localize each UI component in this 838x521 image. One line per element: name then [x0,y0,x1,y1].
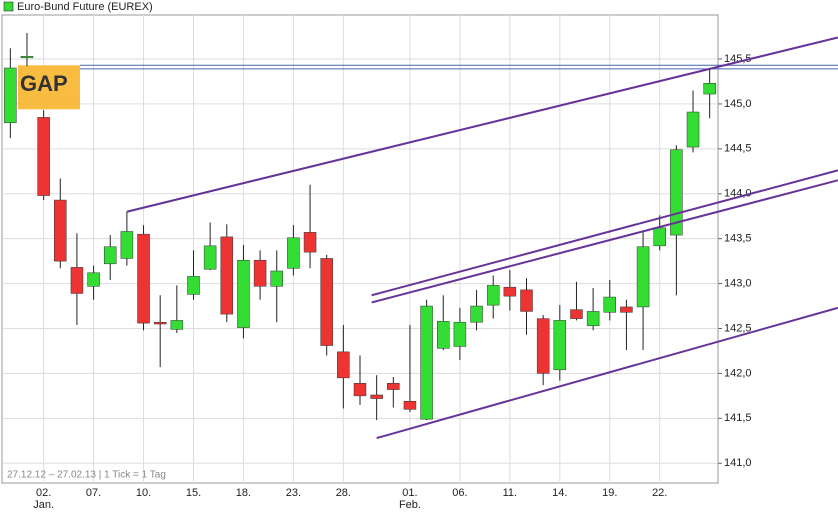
candle-body [170,320,184,330]
candle-body [320,258,333,346]
candle-body [653,227,666,247]
candle-body [303,232,317,253]
y-tick-label: 144,5 [724,143,752,155]
candle-body [153,321,167,325]
candle-body [287,237,300,269]
y-tick-label: 144,0 [724,188,752,200]
x-tick-label: 28. [336,487,351,499]
legend-swatch [3,1,14,12]
candle-body [137,233,150,324]
x-tick-label: 15. [186,487,201,499]
y-tick-label: 142,0 [724,367,752,379]
trendline [371,179,838,304]
candle-body [453,321,467,347]
candle-body [237,259,250,328]
trendline [376,306,838,440]
x-tick-label: 14. [552,487,567,499]
y-tick-label: 143,5 [724,233,752,245]
candle-body [636,246,650,308]
x-tick-label: 02. [36,487,51,499]
candle-body [370,394,383,399]
x-sublabel: Feb. [399,499,421,511]
footnote: 27.12.12 – 27.02.13 | 1 Tick = 1 Tag [7,470,166,481]
candle-body [420,305,433,420]
candle-body [603,296,617,313]
y-tick-label: 145,0 [724,98,752,110]
candle-body [4,67,17,124]
candle-body [437,321,450,349]
x-tick-label: 23. [286,487,301,499]
candle-body [620,306,633,313]
x-tick-label: 22. [652,487,667,499]
candle-body [703,83,716,95]
x-sublabel: Jan. [33,499,54,511]
x-tick-label: 19. [602,487,617,499]
x-tick-label: 07. [86,487,101,499]
candle-body [187,276,200,295]
candle-body [253,259,267,287]
candle-body [220,236,234,315]
candle-body [470,305,483,323]
candle-body [54,199,67,262]
candle-body [403,401,417,410]
candle-body [87,272,100,287]
x-tick-label: 18. [236,487,251,499]
y-tick-label: 141,0 [724,457,752,469]
x-tick-label: 06. [452,487,467,499]
candle-body [337,351,350,379]
candle-body [670,149,683,236]
candle-body [270,270,283,287]
candle-body [103,246,117,265]
gap-box [18,65,80,110]
candle-body [120,231,134,259]
candle-body [553,320,567,371]
candle-body [353,383,367,397]
candle-body [387,383,400,390]
candle-body [686,111,700,148]
x-tick-label: 11. [503,487,517,499]
candle-body [503,286,517,297]
candle-body [486,285,500,306]
y-tick-label: 141,5 [724,412,752,424]
y-tick-label: 145,5 [724,53,752,65]
candle-body [203,245,217,270]
candle-body [70,267,84,294]
candle-body [570,309,583,319]
x-tick-label: 10. [136,487,151,499]
candle-body [37,117,50,196]
candle-body [520,289,533,312]
chart-title: Euro-Bund Future (EUREX) [17,1,153,13]
y-tick-label: 142,5 [724,322,752,334]
x-tick-label: 01. [402,487,417,499]
gap-label: GAP [20,71,68,96]
trendline [371,169,838,297]
candle-body [20,56,34,59]
trendline [126,36,838,213]
y-tick-label: 143,0 [724,277,752,289]
candle-body [586,311,600,327]
candle-body [536,318,550,374]
